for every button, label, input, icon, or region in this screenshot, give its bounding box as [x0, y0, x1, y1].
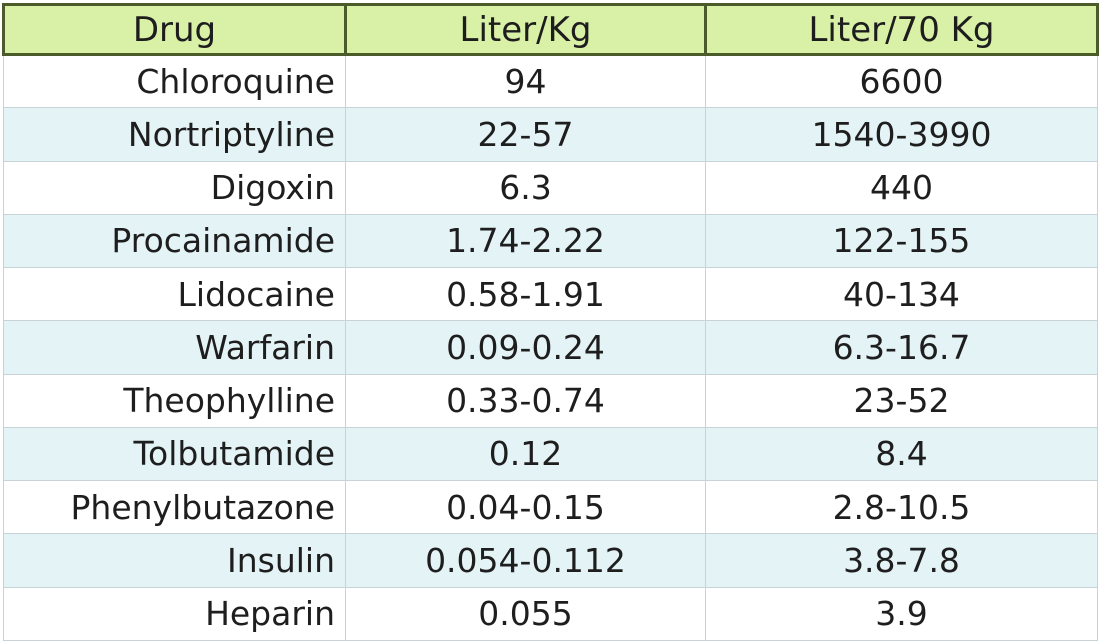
liter-per-70kg-cell: 1540-3990: [705, 107, 1098, 162]
liter-per-70kg-cell: 3.8-7.8: [705, 533, 1098, 588]
table-row: Tolbutamide 0.12 8.4: [3, 426, 1098, 482]
drug-name-cell: Lidocaine: [3, 267, 346, 322]
drug-name-cell: Digoxin: [3, 160, 346, 215]
liter-per-kg-cell: 0.04-0.15: [345, 480, 706, 535]
table-row: Procainamide 1.74-2.22 122-155: [3, 213, 1098, 269]
liter-per-70kg-cell: 6600: [705, 53, 1098, 109]
drug-volume-table-container: Drug Liter/Kg Liter/70 Kg Chloroquine 94…: [2, 3, 1099, 642]
table-row: Insulin 0.054-0.112 3.8-7.8: [3, 533, 1098, 588]
table-row: Theophylline 0.33-0.74 23-52: [3, 373, 1098, 428]
liter-per-kg-cell: 0.33-0.74: [345, 373, 706, 428]
table-row: Lidocaine 0.58-1.91 40-134: [3, 267, 1098, 322]
table-body: Chloroquine 94 6600 Nortriptyline 22-57 …: [3, 53, 1098, 642]
drug-name-cell: Tolbutamide: [3, 426, 346, 482]
table-row: Heparin 0.055 3.9: [3, 586, 1098, 642]
header-row: Drug Liter/Kg Liter/70 Kg: [2, 3, 1099, 56]
table-row: Digoxin 6.3 440: [3, 160, 1098, 215]
drug-name-cell: Theophylline: [3, 373, 346, 428]
liter-per-kg-cell: 1.74-2.22: [345, 213, 706, 269]
drug-name-cell: Warfarin: [3, 320, 346, 375]
drug-name-cell: Phenylbutazone: [3, 480, 346, 535]
table-header: Drug Liter/Kg Liter/70 Kg: [2, 3, 1099, 56]
table-row: Nortriptyline 22-57 1540-3990: [3, 107, 1098, 162]
header-liter-per-kg: Liter/Kg: [344, 3, 707, 56]
drug-name-cell: Heparin: [3, 586, 346, 642]
liter-per-70kg-cell: 23-52: [705, 373, 1098, 428]
liter-per-70kg-cell: 440: [705, 160, 1098, 215]
liter-per-kg-cell: 0.055: [345, 586, 706, 642]
liter-per-kg-cell: 0.12: [345, 426, 706, 482]
drug-name-cell: Chloroquine: [3, 53, 346, 109]
liter-per-70kg-cell: 8.4: [705, 426, 1098, 482]
header-liter-per-70kg: Liter/70 Kg: [704, 3, 1099, 56]
liter-per-kg-cell: 22-57: [345, 107, 706, 162]
liter-per-70kg-cell: 3.9: [705, 586, 1098, 642]
table-row: Warfarin 0.09-0.24 6.3-16.7: [3, 320, 1098, 375]
drug-name-cell: Nortriptyline: [3, 107, 346, 162]
drug-volume-table: Drug Liter/Kg Liter/70 Kg Chloroquine 94…: [2, 3, 1099, 642]
liter-per-70kg-cell: 122-155: [705, 213, 1098, 269]
liter-per-kg-cell: 0.09-0.24: [345, 320, 706, 375]
liter-per-kg-cell: 94: [345, 53, 706, 109]
liter-per-kg-cell: 6.3: [345, 160, 706, 215]
liter-per-kg-cell: 0.054-0.112: [345, 533, 706, 588]
liter-per-kg-cell: 0.58-1.91: [345, 267, 706, 322]
header-drug: Drug: [2, 3, 347, 56]
drug-name-cell: Procainamide: [3, 213, 346, 269]
liter-per-70kg-cell: 2.8-10.5: [705, 480, 1098, 535]
liter-per-70kg-cell: 40-134: [705, 267, 1098, 322]
table-row: Chloroquine 94 6600: [3, 53, 1098, 109]
drug-name-cell: Insulin: [3, 533, 346, 588]
liter-per-70kg-cell: 6.3-16.7: [705, 320, 1098, 375]
table-row: Phenylbutazone 0.04-0.15 2.8-10.5: [3, 480, 1098, 535]
